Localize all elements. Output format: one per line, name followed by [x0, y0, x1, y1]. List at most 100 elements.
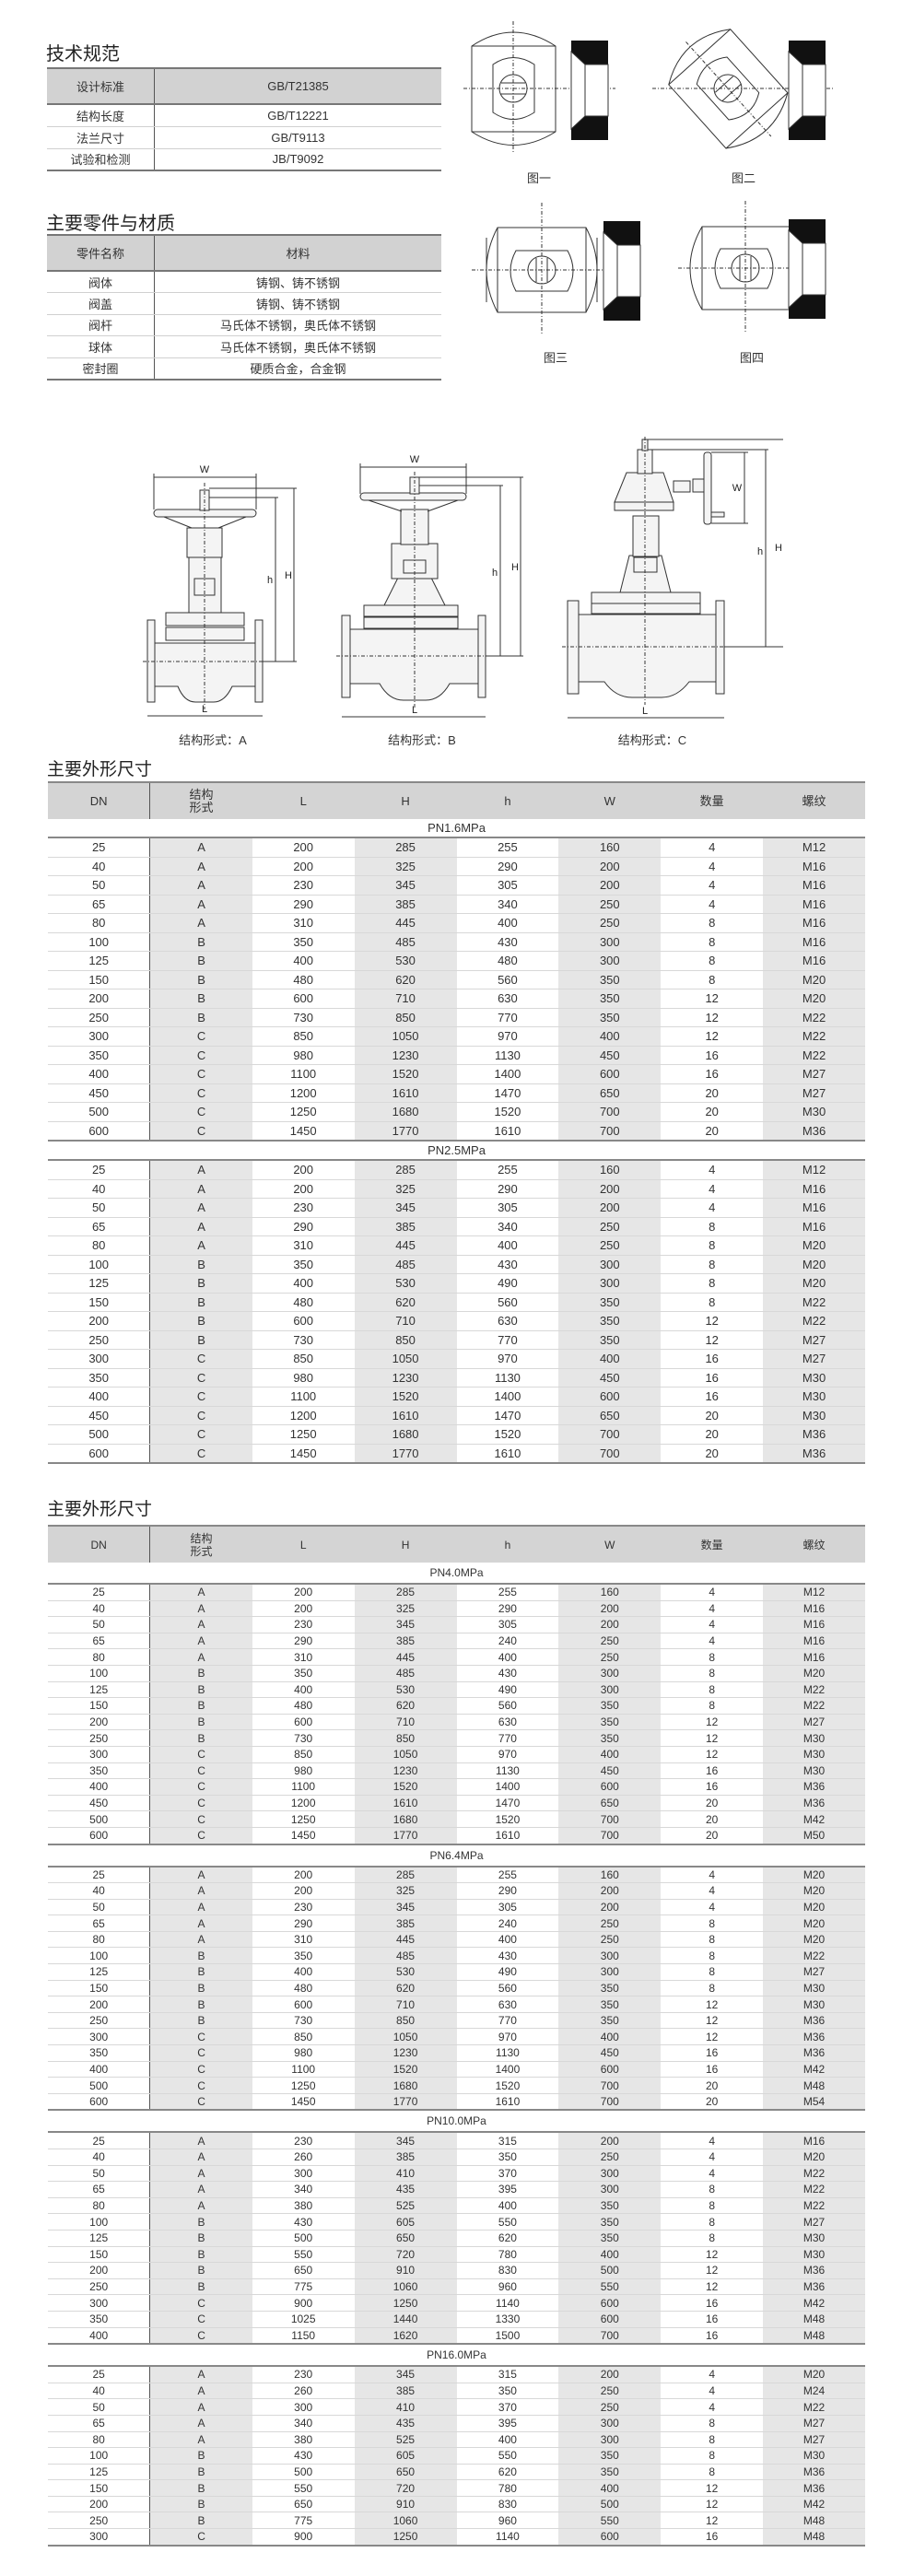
table-row: 500 C 1250 1680 1520 700 20 M48 [48, 2077, 865, 2094]
table-cell: M27 [763, 1349, 865, 1369]
table-row: 25 A 200 285 255 160 4 M12 [48, 1584, 865, 1601]
table-row: 80 A 310 445 400 250 8 M16 [48, 1648, 865, 1666]
table-cell: A [149, 2431, 252, 2449]
table-cell: 150 [48, 2246, 151, 2264]
table-cell: 12 [661, 1008, 764, 1027]
table-row: 200 B 600 710 630 350 12 M22 [48, 1311, 865, 1331]
table-cell: 500 [252, 2230, 355, 2247]
table-row: 350 C 1025 1440 1330 600 16 M48 [48, 2311, 865, 2328]
table-cell: 315 [456, 2366, 559, 2383]
table-cell: M12 [763, 837, 865, 858]
table-cell: 600 [558, 1064, 662, 1084]
table-cell: 1770 [354, 1121, 457, 1142]
table-cell: B [149, 1697, 252, 1715]
table-cell: 350 [48, 2044, 151, 2062]
table-cell: 305 [456, 1616, 559, 1633]
table-row: 65 A 290 385 340 250 8 M16 [48, 1217, 865, 1236]
table-cell: 1680 [354, 1424, 457, 1445]
table-row: 300 C 900 1250 1140 600 16 M42 [48, 2294, 865, 2312]
table-row: 350 C 980 1230 1130 450 16 M30 [48, 1762, 865, 1780]
table-cell: 150 [48, 970, 151, 989]
table-cell: 1520 [456, 1810, 559, 1828]
table-cell: 285 [354, 1584, 457, 1601]
table-row: 450 C 1200 1610 1470 650 20 M30 [48, 1406, 865, 1425]
table-cell: M48 [763, 2528, 865, 2547]
table-cell: 300 [252, 2398, 355, 2416]
table-cell: 445 [354, 1931, 457, 1949]
table-cell: 550 [456, 2447, 559, 2465]
table-cell: 50 [48, 2398, 151, 2416]
table-cell: M20 [763, 1931, 865, 1949]
table-cell: 400 [252, 1273, 355, 1294]
table-cell: 325 [354, 1882, 457, 1900]
part-name: 密封圈 [47, 357, 155, 381]
table-cell: 1250 [354, 2294, 457, 2312]
table-cell: 1230 [354, 1762, 457, 1780]
table-cell: B [149, 1681, 252, 1699]
table-cell: B [149, 1255, 252, 1274]
table-cell: 125 [48, 1681, 151, 1699]
pressure-section-row: PN2.5MPa [48, 1141, 865, 1161]
table-cell: M20 [763, 1899, 865, 1916]
table-cell: 12 [661, 2479, 764, 2497]
table-row: 500 C 1250 1680 1520 700 20 M30 [48, 1102, 865, 1122]
table-cell: 1250 [252, 2077, 355, 2094]
table-cell: 500 [558, 2496, 662, 2513]
table-cell: 770 [456, 2012, 559, 2030]
table-cell: A [149, 1600, 252, 1618]
table-cell: A [149, 1866, 252, 1884]
table-cell: 400 [48, 1387, 151, 1407]
table-cell: 350 [558, 1311, 662, 1331]
table-cell: 1200 [252, 1083, 355, 1103]
column-header: DN [48, 1525, 151, 1563]
table-row: 80 A 310 445 400 250 8 M20 [48, 1235, 865, 1256]
table-row: 450 C 1200 1610 1470 650 20 M27 [48, 1083, 865, 1103]
table-cell: 250 [558, 1914, 662, 1932]
materials-header-material: 材料 [154, 234, 441, 272]
table-cell: 500 [48, 1810, 151, 1828]
table-cell: 315 [456, 2132, 559, 2150]
seat-icon [603, 220, 641, 322]
table-row: 500 C 1250 1680 1520 700 20 M36 [48, 1424, 865, 1445]
table-cell: M22 [763, 2398, 865, 2416]
table-cell: 20 [661, 1810, 764, 1828]
table-cell: 620 [456, 2464, 559, 2481]
table-cell: M22 [763, 1026, 865, 1047]
dim-label-H: H [775, 543, 782, 554]
table-cell: 12 [661, 1714, 764, 1731]
table-cell: 400 [456, 1648, 559, 1666]
table-row: 400 C 1150 1620 1500 700 16 M48 [48, 2327, 865, 2346]
table-row: 300 C 850 1050 970 400 12 M36 [48, 2028, 865, 2046]
figure-3-drawing [472, 203, 610, 334]
table-cell: 4 [661, 2398, 764, 2416]
table-cell: 350 [558, 2464, 662, 2481]
dim-label-H: H [285, 570, 292, 581]
table-cell: 8 [661, 2230, 764, 2247]
table-cell: 300 [48, 2028, 151, 2046]
table-cell: 350 [558, 1996, 662, 2013]
table-cell: M20 [763, 1665, 865, 1682]
spec-key: 结构长度 [47, 104, 155, 127]
table-cell: 600 [252, 1714, 355, 1731]
table-cell: 16 [661, 2327, 764, 2346]
table-cell: 430 [456, 1255, 559, 1274]
table-cell: 4 [661, 1198, 764, 1218]
table-cell: 830 [456, 2262, 559, 2279]
table-cell: 4 [661, 1866, 764, 1884]
table-cell: 345 [354, 1198, 457, 1218]
column-header: W [558, 1525, 662, 1563]
table-cell: M16 [763, 1198, 865, 1218]
table-cell: 285 [354, 1160, 457, 1180]
table-cell: 300 [558, 1947, 662, 1965]
table-cell: 8 [661, 913, 764, 933]
table-row: 80 A 310 445 400 250 8 M16 [48, 913, 865, 933]
table-cell: 8 [661, 2464, 764, 2481]
column-header: 结构 形式 [149, 781, 252, 819]
table-cell: B [149, 2262, 252, 2279]
table-cell: 700 [558, 2327, 662, 2346]
table-cell: 4 [661, 2383, 764, 2400]
table-cell: 230 [252, 875, 355, 896]
table-cell: 850 [252, 2028, 355, 2046]
valve-structure-drawings: W h H L W h H L W h H L [143, 437, 783, 719]
table-cell: 290 [252, 1914, 355, 1932]
